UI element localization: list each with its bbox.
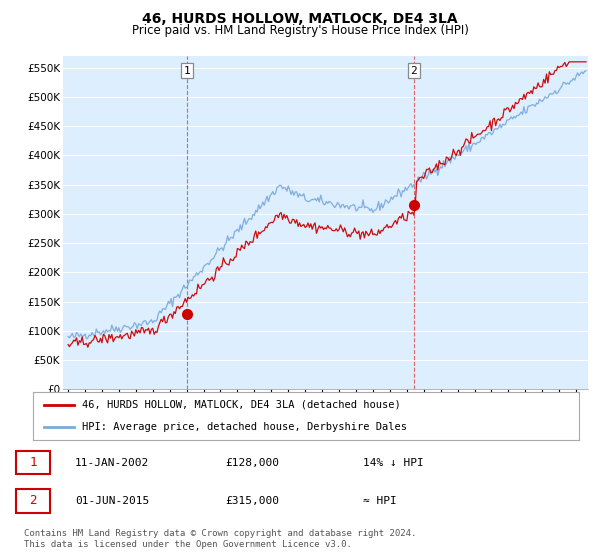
Text: 1: 1 (29, 456, 37, 469)
Text: 2: 2 (410, 66, 417, 76)
Text: Contains HM Land Registry data © Crown copyright and database right 2024.
This d: Contains HM Land Registry data © Crown c… (24, 529, 416, 549)
Text: £128,000: £128,000 (225, 458, 279, 468)
Text: 46, HURDS HOLLOW, MATLOCK, DE4 3LA (detached house): 46, HURDS HOLLOW, MATLOCK, DE4 3LA (deta… (82, 400, 401, 410)
Text: ≈ HPI: ≈ HPI (363, 496, 397, 506)
Text: 01-JUN-2015: 01-JUN-2015 (75, 496, 149, 506)
Text: Price paid vs. HM Land Registry's House Price Index (HPI): Price paid vs. HM Land Registry's House … (131, 24, 469, 37)
Text: 11-JAN-2002: 11-JAN-2002 (75, 458, 149, 468)
Text: 46, HURDS HOLLOW, MATLOCK, DE4 3LA: 46, HURDS HOLLOW, MATLOCK, DE4 3LA (142, 12, 458, 26)
Text: £315,000: £315,000 (225, 496, 279, 506)
Text: HPI: Average price, detached house, Derbyshire Dales: HPI: Average price, detached house, Derb… (82, 422, 407, 432)
FancyBboxPatch shape (16, 451, 50, 474)
FancyBboxPatch shape (16, 489, 50, 512)
Text: 2: 2 (29, 494, 37, 507)
Text: 1: 1 (184, 66, 191, 76)
Text: 14% ↓ HPI: 14% ↓ HPI (363, 458, 424, 468)
